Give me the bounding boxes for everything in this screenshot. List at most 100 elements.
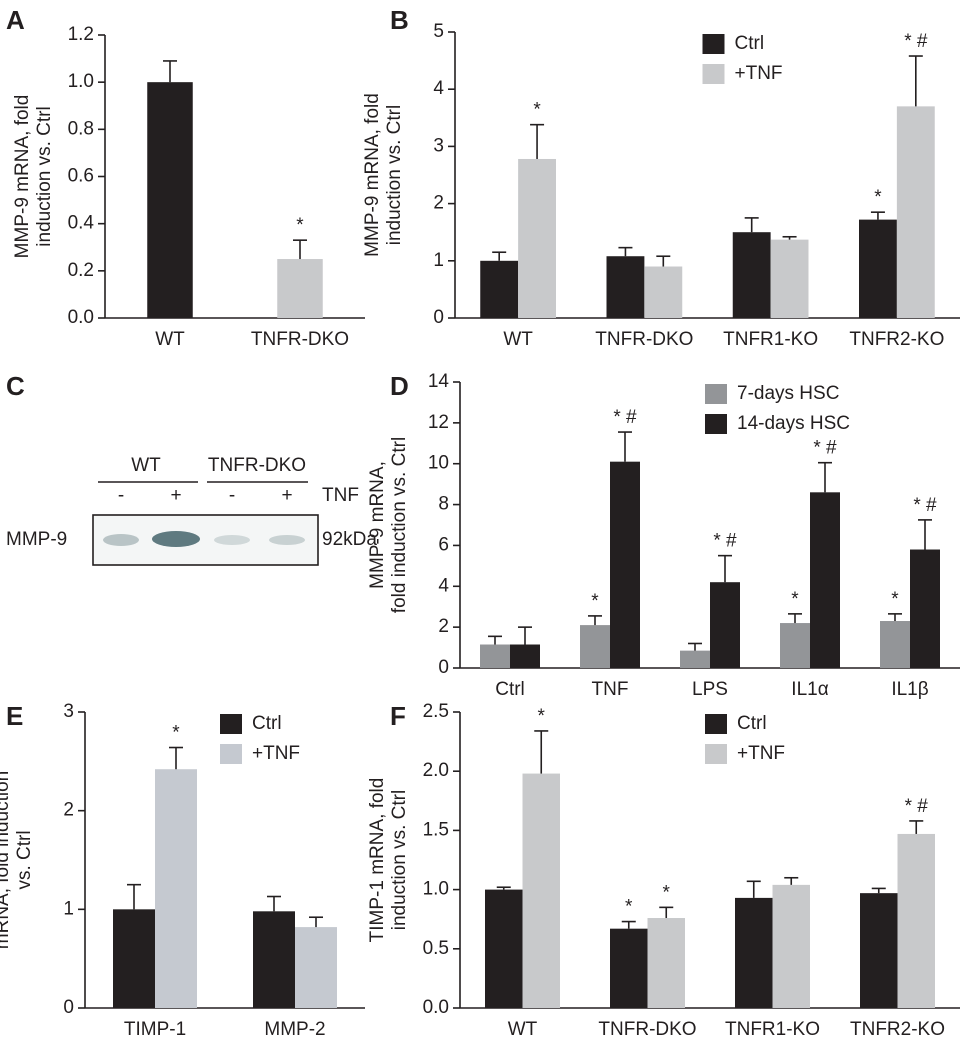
legend-label: Ctrl <box>735 33 765 54</box>
legend-label: +TNF <box>252 743 300 764</box>
bar <box>859 219 897 318</box>
legend-swatch <box>702 34 725 54</box>
bar <box>295 927 337 1008</box>
y-axis-label: vs. Ctrl <box>14 830 35 889</box>
lane-label: + <box>170 485 181 506</box>
bar <box>113 909 155 1008</box>
bar <box>710 582 740 668</box>
annotation: * # <box>713 531 737 552</box>
annotation: * <box>663 882 671 903</box>
y-tick-label: 5 <box>433 21 444 42</box>
x-tick-label: IL1β <box>891 679 928 700</box>
panel-label: C <box>6 371 25 401</box>
y-tick-label: 0 <box>63 997 74 1018</box>
y-tick-label: 1 <box>433 250 444 271</box>
panel-label: B <box>390 5 409 35</box>
bar <box>522 773 560 1008</box>
panel-label: E <box>6 701 23 731</box>
x-tick-label: TNF <box>592 679 629 700</box>
size-label: 92kDa <box>322 529 377 550</box>
bar <box>897 833 935 1008</box>
y-tick-label: 14 <box>428 371 450 392</box>
bar <box>253 911 295 1008</box>
y-tick-label: 2.5 <box>423 701 449 722</box>
x-tick-label: TNFR2-KO <box>849 329 944 350</box>
lane-label: - <box>229 485 235 506</box>
y-tick-label: 0.4 <box>68 213 95 234</box>
x-tick-label: WT <box>503 329 533 350</box>
y-tick-label: 6 <box>438 534 449 555</box>
y-tick-label: 0.6 <box>68 166 94 187</box>
treatment-label: TNF <box>322 485 359 506</box>
legend-label: 7-days HSC <box>737 383 839 404</box>
lane-label: - <box>118 485 124 506</box>
y-tick-label: 0.2 <box>68 260 94 281</box>
y-axis-label: fold induction vs. Ctrl <box>389 437 410 613</box>
y-tick-label: 1.0 <box>68 71 94 92</box>
x-tick-label: WT <box>508 1019 538 1040</box>
y-tick-label: 2.0 <box>423 760 449 781</box>
y-tick-label: 0.5 <box>423 938 449 959</box>
protein-label: MMP-9 <box>6 529 67 550</box>
y-tick-label: 12 <box>428 412 449 433</box>
legend-swatch <box>705 384 727 404</box>
bar <box>485 889 523 1008</box>
bar <box>606 256 645 318</box>
y-tick-label: 2 <box>438 616 449 637</box>
bar <box>896 106 935 318</box>
y-tick-label: 4 <box>433 78 444 99</box>
y-tick-label: 0 <box>438 657 449 678</box>
blot-panel: C WT TNFR-DKO - + - + TNF MMP-9 92kDa <box>6 371 377 566</box>
legend-swatch <box>705 714 727 734</box>
y-axis-label: induction vs. Ctrl <box>389 790 410 930</box>
y-tick-label: 0.8 <box>68 118 94 139</box>
y-tick-label: 1.2 <box>68 24 94 45</box>
y-tick-label: 10 <box>428 453 449 474</box>
x-tick-label: TNFR1-KO <box>723 329 818 350</box>
y-tick-label: 3 <box>433 135 444 156</box>
annotation: * <box>538 706 546 727</box>
bar <box>770 239 809 318</box>
band <box>269 535 305 545</box>
bar <box>518 158 556 318</box>
group-label: TNFR-DKO <box>208 455 306 476</box>
y-axis-label: mRNA, fold induction <box>0 771 13 949</box>
y-axis-label: TIMP-1 mRNA, fold <box>367 778 388 943</box>
annotation: * <box>172 723 180 744</box>
annotation: * <box>625 897 633 918</box>
x-tick-label: TNFR-DKO <box>598 1019 696 1040</box>
y-tick-label: 1.0 <box>423 879 449 900</box>
y-tick-label: 2 <box>63 800 74 821</box>
bar <box>735 897 773 1008</box>
panel-label: D <box>390 371 409 401</box>
x-tick-label: MMP-2 <box>264 1019 325 1040</box>
panel-label: F <box>390 701 406 731</box>
annotation: * <box>791 589 799 610</box>
x-tick-label: Ctrl <box>495 679 525 700</box>
bar <box>880 621 910 668</box>
x-tick-label: WT <box>155 329 185 350</box>
annotation: * # <box>813 438 837 459</box>
x-tick-label: LPS <box>692 679 728 700</box>
bar <box>644 266 683 318</box>
annotation: * <box>891 589 899 610</box>
y-tick-label: 1 <box>63 898 74 919</box>
y-tick-label: 2 <box>433 193 444 214</box>
y-tick-label: 1.5 <box>423 819 449 840</box>
group-label: WT <box>131 455 161 476</box>
x-tick-label: TNFR1-KO <box>725 1019 820 1040</box>
y-axis-label: MMP-9 mRNA, fold <box>362 93 383 257</box>
annotation: * <box>591 591 599 612</box>
band <box>103 534 139 546</box>
y-tick-label: 3 <box>63 701 74 722</box>
bar <box>680 650 710 668</box>
legend-label: 14-days HSC <box>737 413 850 434</box>
legend-label: +TNF <box>737 743 785 764</box>
bar <box>277 259 323 318</box>
x-tick-label: TIMP-1 <box>124 1019 186 1040</box>
annotation: * # <box>904 31 928 52</box>
bar <box>860 893 898 1008</box>
y-axis-label: MMP-9 mRNA, <box>367 461 388 589</box>
